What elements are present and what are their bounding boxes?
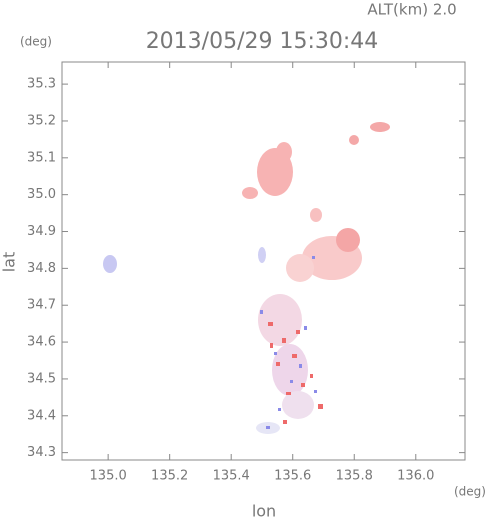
echo <box>103 255 117 273</box>
y-tick-label: 35.1 <box>27 150 56 165</box>
x-tick-label: 136.0 <box>397 469 434 484</box>
y-tick-label: 34.8 <box>27 261 56 276</box>
subtitle: ALT(km) 2.0 <box>367 1 456 19</box>
x-tick-label: 135.4 <box>213 469 250 484</box>
y-tick-label: 34.6 <box>27 335 56 350</box>
x-tick-label: 135.2 <box>151 469 188 484</box>
echo <box>282 391 314 419</box>
echo <box>286 254 314 282</box>
x-tick-label: 135.8 <box>336 469 373 484</box>
x-label: lon <box>252 502 276 521</box>
y-tick-label: 35.3 <box>27 77 56 92</box>
y-tick-label: 35.2 <box>27 113 56 128</box>
plot-frame <box>61 61 466 461</box>
y-tick-label: 34.5 <box>27 371 56 386</box>
echo <box>258 294 302 346</box>
x-unit: (deg) <box>454 485 486 499</box>
chart-title: 2013/05/29 15:30:44 <box>146 29 379 54</box>
echo <box>349 135 359 145</box>
echo <box>370 122 390 132</box>
echo <box>272 344 308 396</box>
y-label: lat <box>0 252 19 273</box>
y-tick-label: 34.3 <box>27 445 56 460</box>
y-tick-label: 34.4 <box>27 408 56 423</box>
echo <box>310 208 322 222</box>
x-tick-label: 135.6 <box>274 469 311 484</box>
y-tick-label: 34.7 <box>27 298 56 313</box>
echo <box>336 228 360 252</box>
y-unit: (deg) <box>20 35 52 49</box>
x-tick-label: 135.0 <box>90 469 127 484</box>
echo <box>242 187 258 199</box>
echo <box>276 142 292 162</box>
echo <box>258 247 266 263</box>
y-tick-label: 34.9 <box>27 224 56 239</box>
radar-echoes <box>103 122 390 434</box>
y-tick-label: 35.0 <box>27 187 56 202</box>
